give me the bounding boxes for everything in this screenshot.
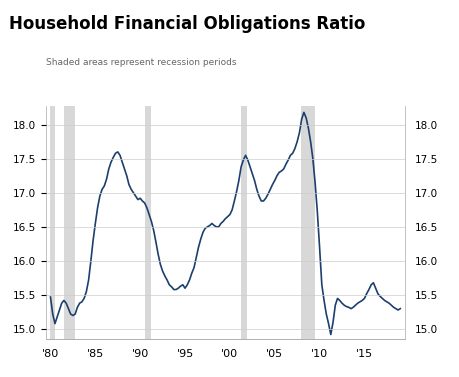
Text: Household Financial Obligations Ratio: Household Financial Obligations Ratio [9,15,365,33]
Bar [50,106,55,339]
Bar [64,106,75,339]
Bar [241,106,246,339]
Bar [144,106,151,339]
Text: Shaded areas represent recession periods: Shaded areas represent recession periods [46,58,236,67]
Bar [300,106,314,339]
